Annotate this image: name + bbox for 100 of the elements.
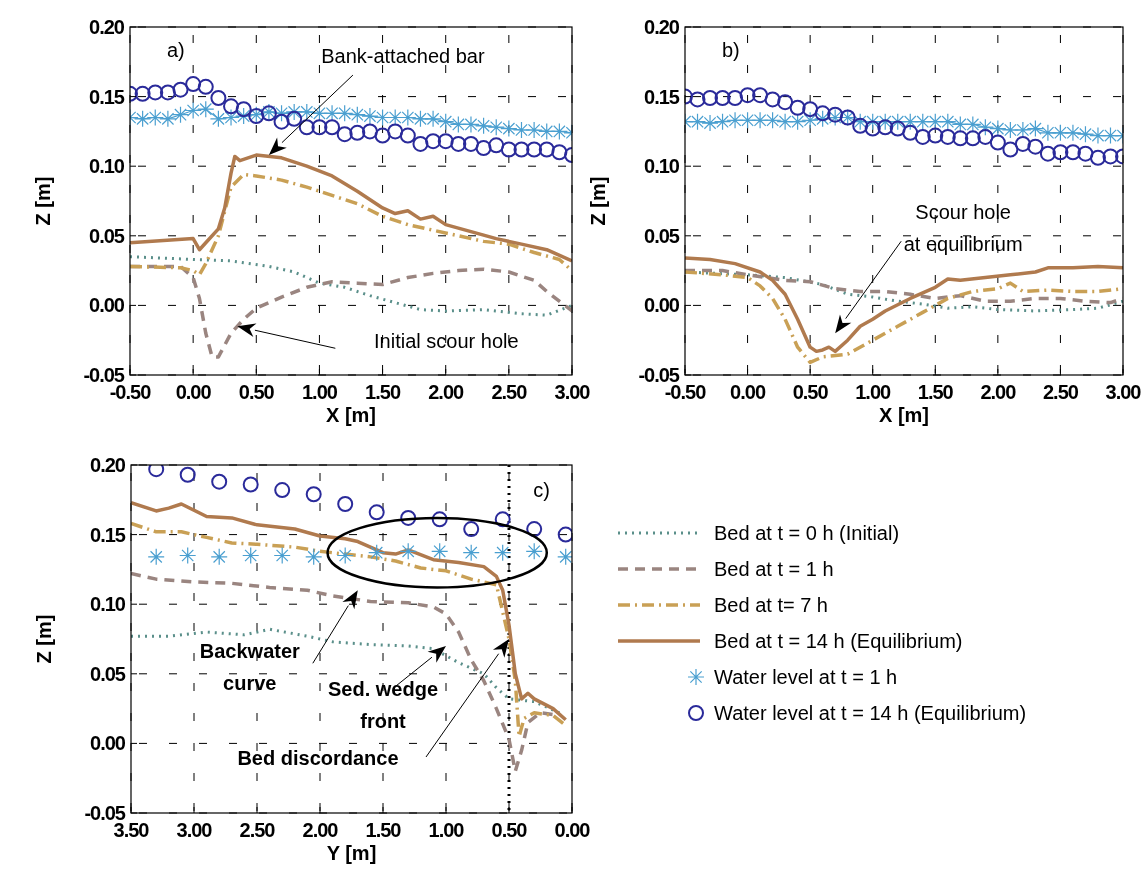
- point: [789, 113, 807, 131]
- point: [273, 546, 291, 565]
- x-tick-label: 0.00: [730, 381, 766, 403]
- point: [550, 122, 568, 140]
- point: [1089, 149, 1106, 166]
- point: [789, 99, 806, 116]
- point: [374, 127, 391, 144]
- point: [977, 128, 994, 145]
- point: [1027, 138, 1044, 155]
- point: [197, 100, 215, 118]
- point: [323, 104, 341, 122]
- x-tick-label: 1.50: [365, 381, 401, 403]
- legend-label: Bed at t= 7 h: [714, 594, 828, 616]
- point: [134, 110, 152, 128]
- point: [500, 141, 517, 158]
- point: [727, 89, 744, 106]
- point: [337, 495, 354, 512]
- point: [424, 110, 442, 128]
- point: [488, 137, 505, 154]
- point: [431, 511, 448, 528]
- point: [185, 76, 202, 93]
- point: [1064, 144, 1081, 161]
- point: [538, 122, 556, 140]
- point: [851, 113, 869, 131]
- legend-label: Water level at t = 14 h (Equilibrium): [714, 702, 1027, 724]
- y-axis-title: Z [m]: [587, 176, 609, 226]
- point: [425, 133, 442, 150]
- point: [462, 544, 480, 562]
- point: [361, 123, 378, 140]
- point: [210, 89, 227, 106]
- point: [801, 111, 819, 129]
- point: [494, 511, 511, 528]
- point: [1064, 124, 1082, 142]
- point: [525, 121, 543, 139]
- line-series: [130, 172, 572, 277]
- point: [242, 546, 260, 565]
- point: [134, 85, 151, 102]
- x-tick-label: 1.00: [855, 381, 892, 403]
- annotation: Scour hole at equilibrium: [903, 201, 1023, 256]
- point: [500, 120, 518, 138]
- point: [431, 542, 449, 560]
- x-tick-label: 0.50: [238, 381, 275, 403]
- y-tick-label: 0.05: [89, 224, 125, 247]
- point: [179, 546, 197, 565]
- y-tick-label: 0.10: [90, 593, 126, 616]
- annotation: Bank-attached bar: [321, 45, 485, 68]
- point: [487, 118, 505, 136]
- y-tick-label: 0.00: [89, 294, 125, 317]
- point: [305, 548, 323, 566]
- point: [1002, 141, 1019, 158]
- point: [1052, 144, 1069, 161]
- point: [776, 113, 794, 131]
- point: [526, 521, 543, 538]
- point: [513, 141, 530, 158]
- line-series: [131, 627, 561, 715]
- y-tick-label: 0.15: [644, 85, 680, 108]
- point: [368, 544, 386, 562]
- point: [1039, 124, 1057, 142]
- point: [273, 113, 290, 130]
- point: [526, 141, 543, 158]
- point: [1077, 145, 1094, 162]
- point: [989, 134, 1006, 151]
- point: [914, 128, 931, 145]
- point: [274, 482, 291, 499]
- x-axis-title: X [m]: [326, 404, 376, 426]
- point: [889, 120, 906, 137]
- x-tick-label: 1.50: [365, 819, 402, 841]
- point: [738, 111, 757, 129]
- point: [272, 104, 291, 122]
- y-tick-label: 0.05: [90, 662, 126, 685]
- point: [752, 87, 769, 104]
- point: [305, 486, 322, 503]
- point: [463, 521, 480, 538]
- point: [475, 117, 493, 135]
- point: [864, 120, 881, 137]
- point: [462, 135, 479, 152]
- x-tick-label: 0.00: [175, 381, 212, 403]
- point: [159, 84, 176, 101]
- point: [726, 111, 744, 129]
- point: [399, 542, 417, 560]
- point: [399, 127, 416, 144]
- y-tick-label: 0.10: [89, 155, 125, 178]
- point: [147, 548, 165, 566]
- y-tick-label: 0.05: [644, 224, 680, 247]
- point: [1026, 120, 1044, 138]
- x-tick-label: 2.00: [980, 381, 1017, 403]
- point: [852, 117, 869, 134]
- point: [349, 124, 366, 141]
- x-tick-label: 0.00: [554, 819, 591, 841]
- annotation: Backwater curve: [199, 640, 301, 695]
- point: [739, 87, 756, 104]
- point: [914, 113, 932, 131]
- point: [951, 115, 969, 134]
- x-tick-label: 3.00: [554, 381, 591, 403]
- point: [210, 548, 228, 566]
- y-tick-label: 0.00: [644, 294, 680, 317]
- annotation: a): [167, 39, 185, 61]
- point: [1001, 121, 1019, 139]
- point: [976, 118, 994, 136]
- point: [877, 119, 894, 136]
